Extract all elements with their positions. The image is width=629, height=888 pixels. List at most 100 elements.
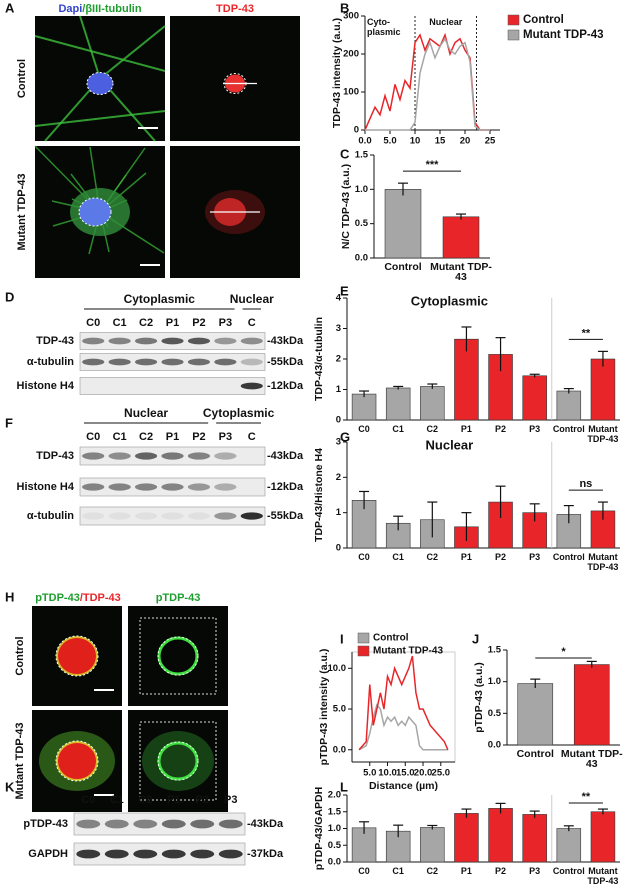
x-tick-label: Control bbox=[552, 866, 585, 876]
legend-swatch bbox=[357, 645, 370, 657]
row-label: pTDP-43 bbox=[23, 818, 68, 830]
size-label: -37kDa bbox=[247, 848, 284, 860]
nucleus-outline bbox=[157, 741, 199, 781]
lane-label: C2 bbox=[139, 317, 153, 329]
panel-letter: K bbox=[5, 779, 15, 794]
band bbox=[187, 452, 211, 460]
x-tick-label: C0 bbox=[358, 866, 370, 876]
y-tick-label: 0.0 bbox=[328, 857, 341, 868]
x-tick-label: P2 bbox=[495, 552, 507, 562]
band bbox=[161, 358, 184, 366]
chart-subtitle: Cytoplasmic bbox=[411, 293, 488, 308]
series-line bbox=[358, 655, 449, 751]
y-tick-label: 1.5 bbox=[488, 645, 502, 656]
title-part: /TDP-43 bbox=[80, 592, 121, 604]
rim bbox=[157, 636, 199, 676]
lane-label: P3 bbox=[219, 317, 232, 329]
lane-label: C2 bbox=[139, 431, 153, 443]
y-tick-label: 0.0 bbox=[333, 744, 346, 755]
x-tick-label: P3 bbox=[529, 424, 541, 434]
size-label: -55kDa bbox=[267, 510, 304, 522]
y-tick-label: 4 bbox=[336, 293, 342, 304]
rim bbox=[56, 741, 98, 781]
band bbox=[240, 512, 263, 520]
bar bbox=[556, 828, 582, 863]
y-tick-label: 200 bbox=[343, 49, 359, 60]
legend-label: Control bbox=[523, 14, 564, 26]
x-tick-label: Control bbox=[552, 424, 585, 434]
y-tick-label: 2 bbox=[336, 472, 341, 483]
y-axis-label: pTDP-43 intensity (a.u.) bbox=[318, 649, 330, 766]
bar bbox=[590, 358, 616, 421]
nucleus-outline bbox=[86, 72, 114, 95]
x-tick-label: 0.0 bbox=[358, 136, 371, 147]
bar bbox=[522, 814, 547, 863]
lane-label: P3 bbox=[219, 431, 232, 443]
x-tick-label: Mutant TDP-43 bbox=[430, 261, 492, 283]
annotation: Cyto-plasmic bbox=[367, 17, 401, 37]
size-label: -43kDa bbox=[247, 818, 284, 830]
lane-label: P2 bbox=[192, 317, 205, 329]
x-tick-label: C1 bbox=[392, 552, 404, 562]
band bbox=[161, 819, 186, 829]
y-tick-label: 0.5 bbox=[328, 840, 342, 851]
roi-box bbox=[139, 617, 217, 695]
band bbox=[108, 358, 131, 366]
significance-label: ** bbox=[582, 791, 591, 803]
band bbox=[161, 452, 184, 460]
y-tick-label: 3 bbox=[336, 323, 341, 334]
neurite bbox=[34, 110, 166, 127]
neurite bbox=[99, 25, 166, 80]
significance-label: *** bbox=[426, 159, 440, 171]
x-tick-label: P1 bbox=[460, 866, 472, 876]
lane-label: P1 bbox=[167, 794, 180, 806]
x-tick-label: C0 bbox=[358, 424, 370, 434]
bar bbox=[420, 386, 445, 421]
nucleus-outline bbox=[55, 740, 99, 782]
blot-strip bbox=[79, 506, 266, 526]
nucleus-outline bbox=[55, 635, 99, 677]
y-tick-label: 10.0 bbox=[328, 663, 347, 674]
lane-label: C1 bbox=[113, 431, 127, 443]
nucleus bbox=[87, 72, 113, 95]
x-tick-label: 20 bbox=[460, 136, 471, 147]
y-tick-label: 0.0 bbox=[488, 740, 501, 751]
row-label: Mutant TDP-43 bbox=[14, 723, 26, 800]
band bbox=[104, 819, 129, 829]
row-label: GAPDH bbox=[28, 848, 68, 860]
lane-label: C1 bbox=[110, 794, 124, 806]
x-tick-label: P2 bbox=[495, 866, 507, 876]
band bbox=[187, 512, 211, 520]
row-label: Mutant TDP-43 bbox=[16, 174, 28, 251]
band bbox=[104, 849, 129, 859]
x-tick-label: Mutant TDP-43 bbox=[587, 424, 619, 444]
bar bbox=[517, 683, 554, 746]
nucleus-outline bbox=[78, 197, 112, 227]
legend-swatch bbox=[507, 14, 520, 26]
x-tick-label: 25 bbox=[485, 136, 496, 147]
y-tick-label: 1 bbox=[336, 384, 342, 395]
size-label: -43kDa bbox=[267, 335, 304, 347]
x-tick-label: C2 bbox=[426, 552, 439, 562]
x-tick-label: C0 bbox=[358, 552, 370, 562]
lane-label: C bbox=[248, 317, 256, 329]
x-tick-label: 10 bbox=[410, 136, 421, 147]
band bbox=[190, 819, 215, 829]
nucleus bbox=[57, 637, 97, 675]
y-tick-label: 1 bbox=[336, 507, 342, 518]
band bbox=[134, 483, 158, 491]
bar bbox=[442, 216, 480, 259]
x-tick-label: C2 bbox=[426, 866, 439, 876]
y-axis-label: TDP-43 intensity (a.u.) bbox=[331, 18, 343, 128]
x-tick-label: Mutant TDP-43 bbox=[560, 748, 623, 770]
significance-label: ns bbox=[579, 478, 592, 490]
band bbox=[190, 849, 215, 859]
bar bbox=[488, 808, 513, 863]
bar bbox=[573, 664, 610, 746]
nucleus bbox=[79, 198, 111, 226]
lane-label: C2 bbox=[138, 794, 152, 806]
group-label: Nuclear bbox=[230, 292, 274, 306]
panel-letter: F bbox=[5, 415, 13, 430]
